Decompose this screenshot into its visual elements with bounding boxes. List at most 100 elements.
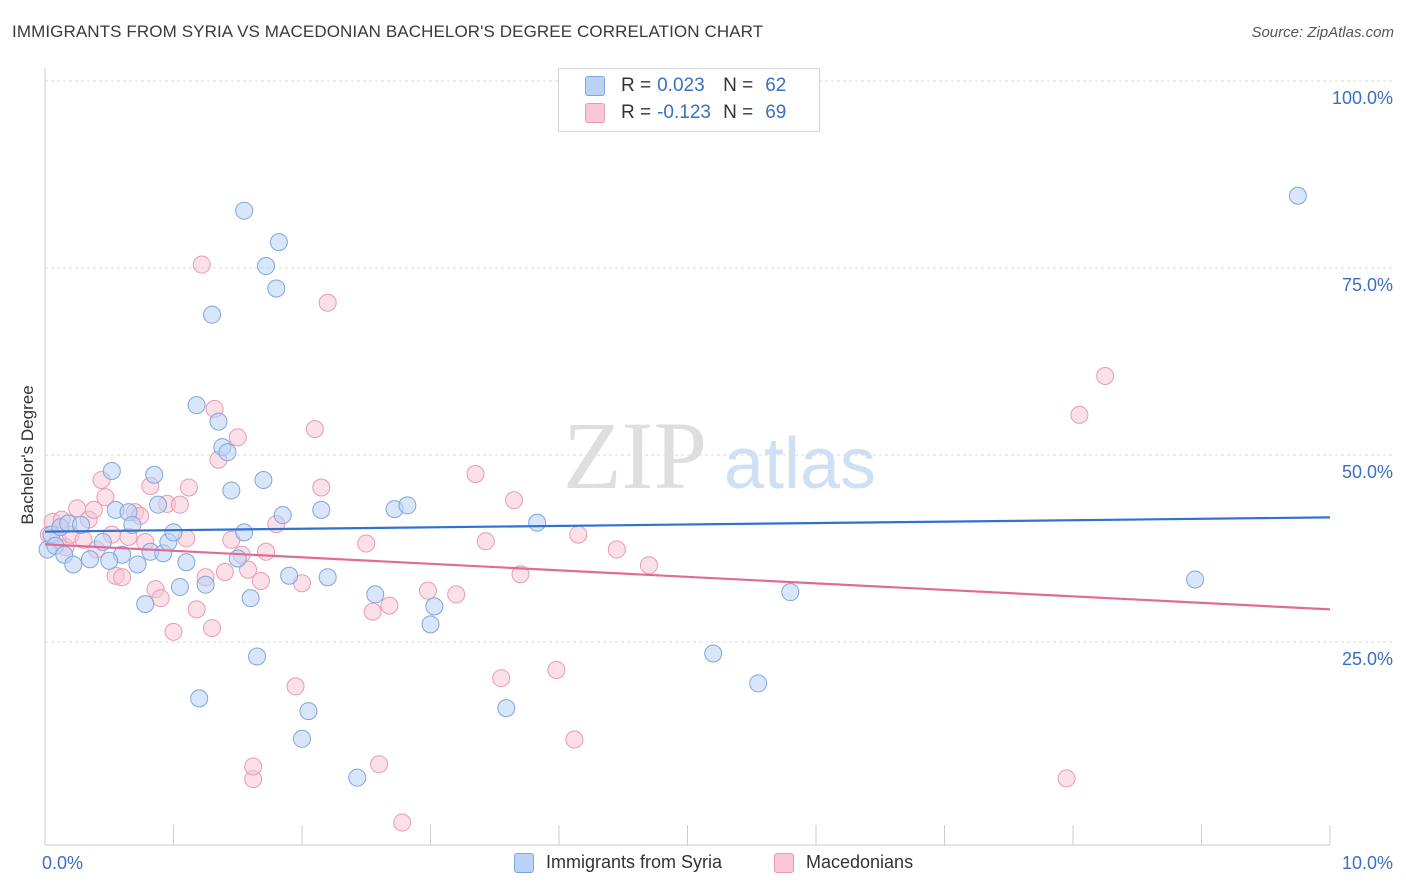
- syria-point: [312, 500, 331, 519]
- syria-point: [248, 647, 267, 666]
- syria-point: [128, 555, 147, 574]
- macedonians-point: [179, 478, 198, 497]
- syria-point: [228, 549, 247, 568]
- syria-point: [1288, 186, 1307, 205]
- macedonians-point: [547, 660, 566, 679]
- axes: [44, 68, 1331, 846]
- macedonians-point: [170, 495, 189, 514]
- macedonians-point: [1096, 367, 1115, 386]
- syria-point: [187, 396, 206, 415]
- macedonians-point: [1057, 769, 1076, 788]
- x-tick-label: 0.0%: [42, 853, 83, 873]
- stats-legend: R = 0.023 N = 62 R = -0.123 N = 69: [558, 68, 820, 132]
- syria-point: [318, 568, 337, 587]
- syria-point: [190, 689, 209, 708]
- syria-point: [235, 201, 254, 220]
- legend-label-syria: Immigrants from Syria: [546, 852, 723, 872]
- y-tick-label: 100.0%: [1332, 88, 1393, 108]
- syria-point: [209, 412, 228, 431]
- watermark-atlas: atlas: [724, 424, 876, 504]
- trend-lines: [44, 516, 1331, 611]
- y-tick-labels: 25.0% 50.0% 75.0% 100.0%: [1332, 88, 1393, 669]
- macedonians-point: [569, 525, 588, 544]
- macedonians-point: [251, 571, 270, 590]
- macedonians-point: [505, 491, 524, 510]
- r-label: R =: [621, 102, 652, 123]
- syria-point: [136, 595, 155, 614]
- syria-point: [102, 462, 121, 480]
- y-tick-label: 50.0%: [1342, 462, 1393, 482]
- macedonians-point: [203, 619, 222, 638]
- watermark-zip: ZIP: [563, 402, 707, 509]
- macedonians-point: [511, 565, 530, 584]
- macedonians-point: [192, 255, 211, 274]
- macedonians-point: [257, 542, 276, 561]
- n-value: 69: [765, 102, 787, 123]
- n-label: N =: [723, 102, 754, 123]
- syria-point: [267, 279, 286, 298]
- macedonians-point: [363, 602, 382, 621]
- macedonians-point: [607, 540, 626, 559]
- macedonians-point: [187, 600, 206, 619]
- syria-point: [425, 597, 444, 616]
- syria-point: [164, 523, 183, 542]
- macedonians-point: [318, 293, 337, 312]
- macedonians-point: [466, 464, 485, 483]
- stats-row-macedonians: R = -0.123 N = 69: [585, 101, 786, 125]
- syria-point: [280, 566, 299, 585]
- macedonians-point: [312, 478, 331, 497]
- syria-point: [781, 583, 800, 602]
- syria-point: [497, 699, 516, 718]
- syria-point: [254, 470, 273, 489]
- macedonians-swatch: [585, 103, 605, 123]
- macedonians-point: [151, 589, 170, 608]
- syria-point: [366, 585, 385, 604]
- syria-points: [38, 186, 1307, 787]
- source-label: Source: ZipAtlas.com: [1251, 24, 1394, 41]
- macedonians-point: [215, 562, 234, 581]
- syria-point: [218, 443, 237, 462]
- macedonians-point: [96, 488, 115, 507]
- legend-item-macedonians[interactable]: Macedonians: [774, 852, 913, 873]
- y-axis-label: Bachelor's Degree: [18, 385, 37, 525]
- syria-trend-line: [44, 516, 1331, 533]
- syria-swatch: [514, 852, 534, 873]
- syria-point: [1186, 570, 1205, 589]
- x-tick-label: 10.0%: [1342, 853, 1393, 873]
- macedonians-point: [639, 556, 658, 575]
- macedonians-point: [380, 596, 399, 615]
- y-tick-label: 25.0%: [1342, 649, 1393, 669]
- legend-label-macedonians: Macedonians: [806, 852, 914, 872]
- macedonians-point: [418, 581, 437, 600]
- macedonians-points: [39, 255, 1115, 832]
- stats-row-syria: R = 0.023 N = 62: [585, 74, 786, 98]
- r-label: R =: [621, 75, 652, 96]
- macedonians-point: [492, 669, 511, 688]
- macedonians-point: [1070, 405, 1089, 424]
- n-value: 62: [765, 75, 787, 96]
- syria-point: [100, 551, 119, 570]
- macedonians-point: [244, 757, 263, 776]
- macedonians-trend-line: [44, 543, 1331, 611]
- syria-point: [269, 233, 288, 252]
- r-value: 0.023: [657, 75, 705, 96]
- syria-swatch: [585, 76, 605, 96]
- macedonians-point: [228, 428, 247, 447]
- syria-point: [348, 768, 367, 787]
- syria-point: [241, 589, 260, 608]
- r-value: -0.123: [657, 102, 711, 123]
- macedonians-point: [370, 755, 389, 774]
- syria-point: [64, 555, 83, 574]
- syria-point: [273, 506, 292, 525]
- macedonians-point: [113, 568, 132, 587]
- syria-point: [421, 615, 440, 634]
- legend-item-syria[interactable]: Immigrants from Syria: [514, 852, 722, 873]
- y-tick-label: 75.0%: [1342, 275, 1393, 295]
- syria-point: [203, 305, 222, 324]
- macedonians-point: [476, 532, 495, 551]
- syria-point: [149, 495, 168, 514]
- syria-point: [222, 481, 241, 500]
- syria-point: [749, 674, 768, 693]
- syria-point: [299, 702, 318, 721]
